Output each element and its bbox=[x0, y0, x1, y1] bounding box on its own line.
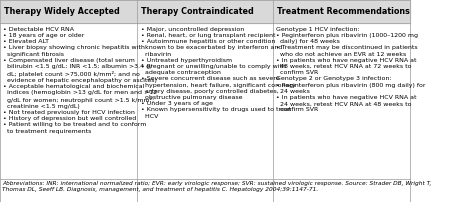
Text: • Major, uncontrolled depression
• Renal, heart, or lung transplant recipient
• : • Major, uncontrolled depression • Renal… bbox=[141, 27, 295, 119]
Text: Therapy Contraindicated: Therapy Contraindicated bbox=[142, 7, 254, 16]
Bar bbox=[273, 0, 410, 23]
Bar bbox=[0, 0, 137, 23]
Text: Treatment Recommendations: Treatment Recommendations bbox=[277, 7, 410, 16]
Text: Abbreviations: INR: international normalized ratio; EVR: early virologic respons: Abbreviations: INR: international normal… bbox=[2, 181, 431, 192]
Text: Therapy Widely Accepted: Therapy Widely Accepted bbox=[4, 7, 120, 16]
Text: Genotype 1 HCV infection:
• Peginterferon plus ribavirin (1000–1200 mg
  daily) : Genotype 1 HCV infection: • Peginterfero… bbox=[276, 27, 426, 113]
Bar bbox=[137, 0, 273, 23]
Text: • Detectable HCV RNA
• 18 years of age or older
• Elevated ALT
• Liver biopsy sh: • Detectable HCV RNA • 18 years of age o… bbox=[3, 27, 157, 134]
